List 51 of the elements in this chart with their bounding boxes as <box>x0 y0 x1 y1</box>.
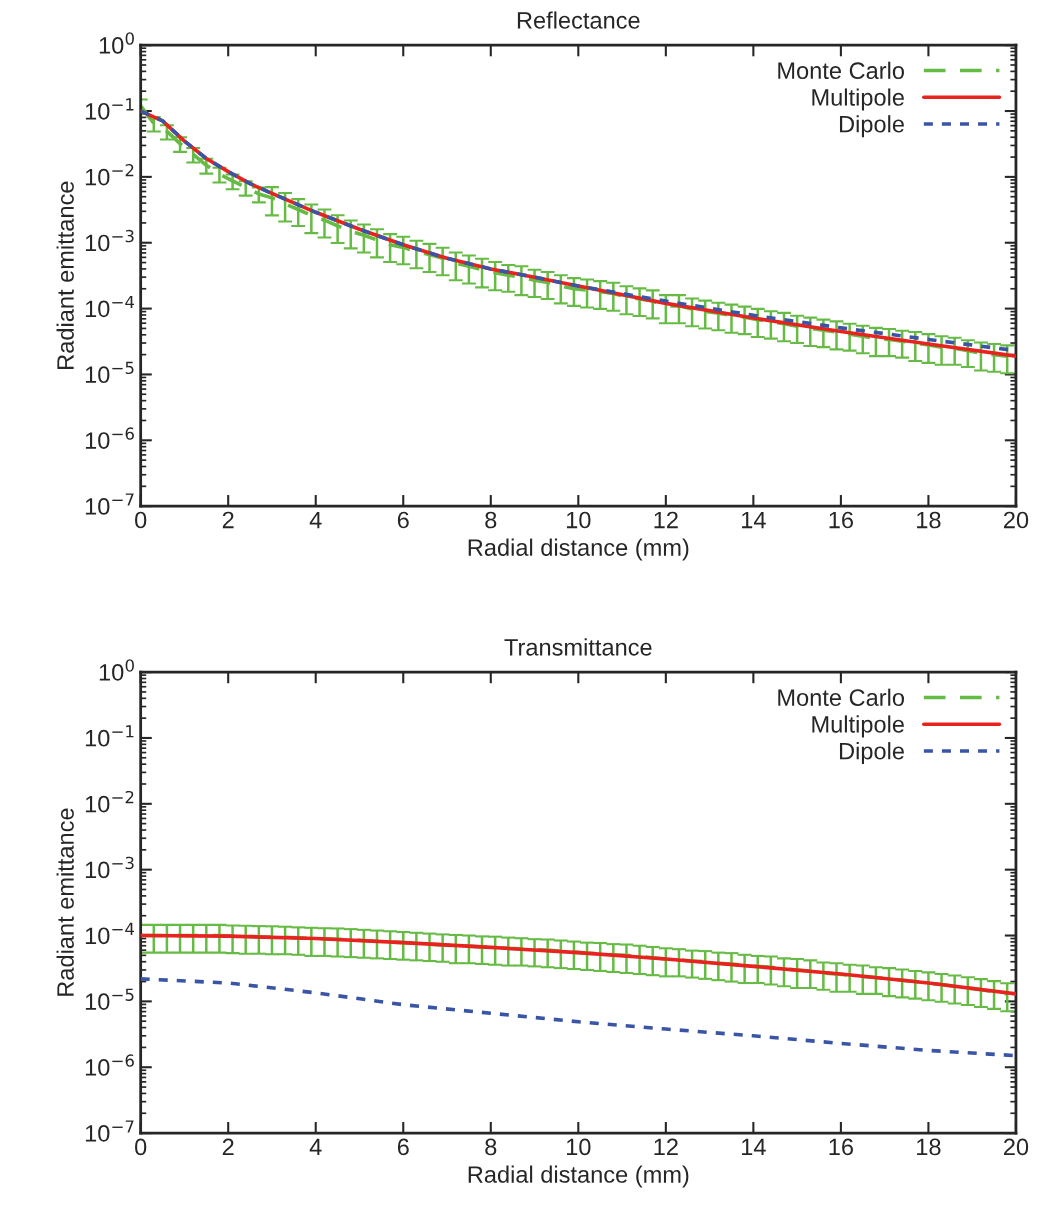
y-tick-label: 10$^{−7}$ <box>85 1120 134 1142</box>
x-tick-label: 0 <box>135 511 147 529</box>
x-tick-label: 2 <box>222 511 234 529</box>
y-tick-label: 10$^{−4}$ <box>85 295 135 318</box>
x-tick-label: 8 <box>485 1138 497 1156</box>
x-tick-label: 12 <box>654 1138 678 1156</box>
x-tick-label: 4 <box>309 511 322 529</box>
y-tick-label: 10$^{0}$ <box>99 32 134 54</box>
y-tick-label: 10$^{−6}$ <box>85 1054 134 1076</box>
legend-label: Dipole <box>839 115 904 138</box>
x-tick-label: 6 <box>397 511 409 529</box>
chart-title: Transmittance <box>504 638 652 656</box>
y-tick-label: 10$^{0}$ <box>99 659 134 681</box>
x-tick-label: 10 <box>566 1138 591 1156</box>
y-tick-label: 10$^{−6}$ <box>85 427 134 449</box>
y-tick-label: 10$^{−3}$ <box>85 856 134 879</box>
x-tick-label: 8 <box>485 511 497 529</box>
x-tick-label: 18 <box>917 1138 941 1156</box>
y-tick-label: 10$^{−5}$ <box>85 361 134 384</box>
y-axis-title: Radiant emittance <box>56 181 74 369</box>
y-tick-label: 10$^{−2}$ <box>85 790 134 813</box>
y-tick-label: 10$^{−4}$ <box>85 922 135 945</box>
x-tick-label: 4 <box>309 1138 322 1156</box>
x-tick-label: 16 <box>829 511 853 529</box>
x-axis-title: Radial distance (mm) <box>468 1165 689 1188</box>
x-axis-title: Radial distance (mm) <box>468 538 689 561</box>
legend-label: Multipole <box>812 715 904 738</box>
legend-label: Monte Carlo <box>778 61 904 80</box>
y-axis-title: Radiant emittance <box>56 808 74 996</box>
x-tick-label: 6 <box>397 1138 409 1156</box>
y-tick-label: 10$^{−1}$ <box>85 725 134 747</box>
y-tick-label: 10$^{−5}$ <box>85 988 134 1011</box>
y-tick-label: 10$^{−7}$ <box>85 493 134 515</box>
x-tick-label: 14 <box>742 1138 766 1156</box>
x-tick-label: 2 <box>222 1138 234 1156</box>
legend-label: Dipole <box>839 742 904 765</box>
chart-title: Reflectance <box>517 11 640 29</box>
x-tick-label: 16 <box>829 1138 853 1156</box>
y-tick-label: 10$^{−3}$ <box>85 229 134 252</box>
line-series <box>140 977 1016 1058</box>
x-tick-label: 0 <box>135 1138 147 1156</box>
x-tick-label: 18 <box>917 511 941 529</box>
x-tick-label: 12 <box>654 511 678 529</box>
x-tick-label: 20 <box>1004 1138 1029 1156</box>
legend-label: Monte Carlo <box>778 688 904 706</box>
x-tick-label: 14 <box>742 511 766 529</box>
x-tick-label: 20 <box>1004 511 1029 529</box>
legend-label: Multipole <box>812 88 904 111</box>
y-tick-label: 10$^{−1}$ <box>85 98 134 120</box>
y-tick-label: 10$^{−2}$ <box>85 163 134 186</box>
x-tick-label: 10 <box>566 511 591 529</box>
